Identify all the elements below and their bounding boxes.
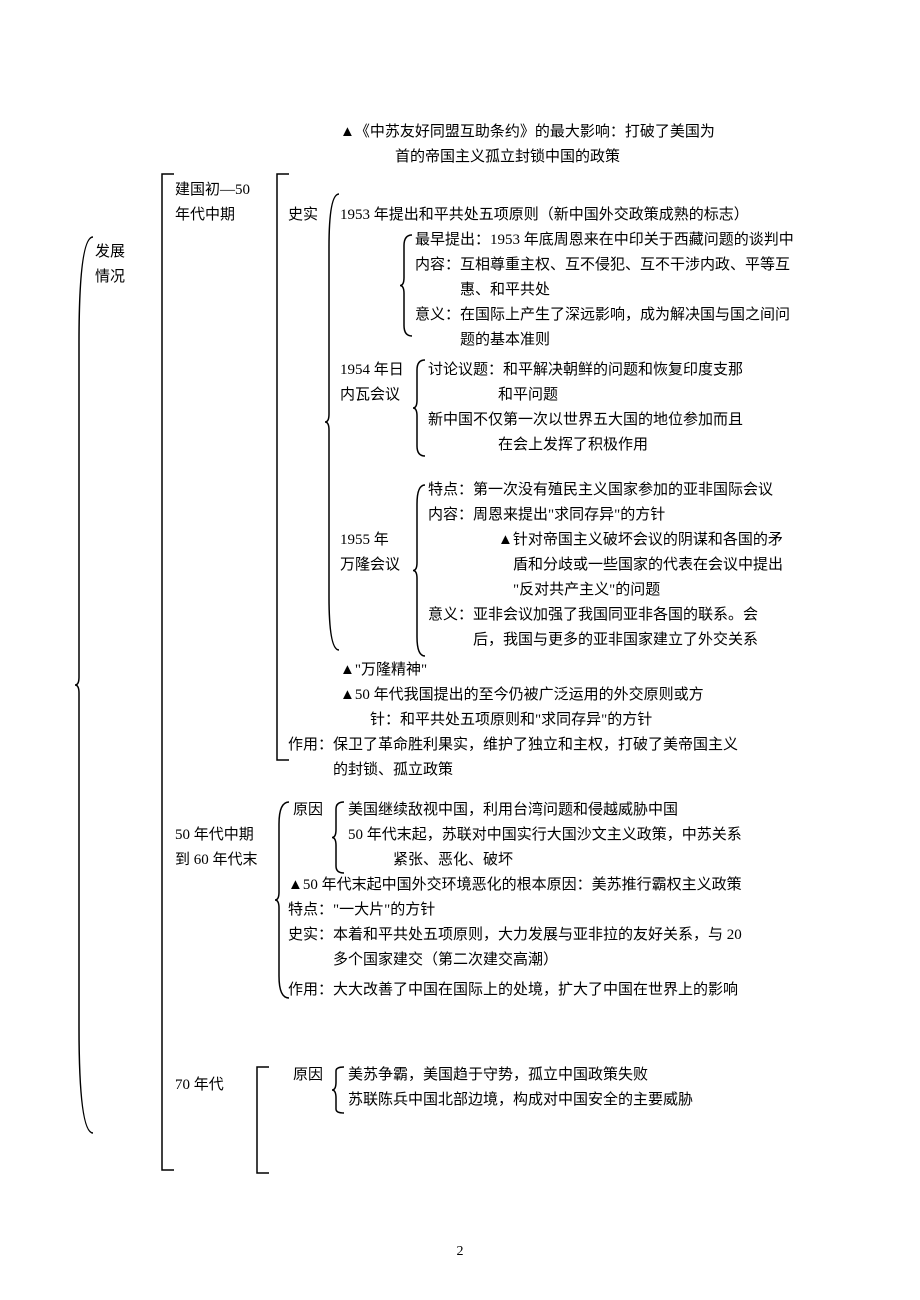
text-c1955_yiyi_l2: 后，我国与更多的亚非国家建立了外交关系 [473, 628, 758, 652]
text-root_l2: 情况 [95, 265, 125, 289]
text-yiyi_l1: 意义：在国际上产生了深远影响，成为解决国与国之间问 [415, 303, 790, 327]
text-wanlong_spirit: ▲"万隆精神" [340, 658, 427, 682]
text-period2_l2: 到 60 年代末 [175, 848, 258, 872]
text-p2_note: ▲50 年代末起中国外交环境恶化的根本原因：美苏推行霸权主义政策 [288, 873, 742, 897]
bracket-2 [273, 172, 291, 762]
text-neirong_l2: 惠、和平共处 [460, 278, 550, 302]
bracket-1 [158, 172, 176, 1172]
text-period1_l1: 建国初—50 [175, 178, 250, 202]
text-zuoyong1_l2: 的封锁、孤立政策 [333, 758, 453, 782]
text-shishi: 史实 [288, 203, 318, 227]
bracket-4 [398, 233, 414, 338]
bracket-3 [323, 192, 341, 652]
text-c1955_note_l3: "反对共产主义"的问题 [513, 578, 660, 602]
text-period2_l1: 50 年代中期 [175, 823, 254, 847]
text-p2_shishi_l2: 多个国家建交（第二次建交高潮） [333, 948, 558, 972]
text-c1955_note_l2: 盾和分歧或一些国家的代表在会议中提出 [513, 553, 783, 577]
bracket-10 [330, 1065, 346, 1115]
text-c1955_yiyi_l1: 意义：亚非会议加强了我国同亚非各国的联系。会 [428, 603, 758, 627]
text-yiyi_l2: 题的基本准则 [460, 328, 550, 352]
text-zuoyong1_l1: 作用：保卫了革命胜利果实，维护了独立和主权，打破了美帝国主义 [288, 733, 738, 757]
text-p2_zuoyong: 作用：大大改善了中国在国际上的处境，扩大了中国在世界上的影响 [288, 978, 738, 1002]
text-yuanyin3: 原因 [293, 1063, 323, 1087]
text-root_l1: 发展 [95, 240, 125, 264]
text-top_note_l1: ▲《中苏友好同盟互助条约》的最大影响：打破了美国为 [340, 120, 715, 144]
text-period3: 70 年代 [175, 1073, 224, 1097]
text-c1955_note_l1: ▲针对帝国主义破坏会议的阴谋和各国的矛 [498, 528, 783, 552]
text-note_50s_l2: 针：和平共处五项原则和"求同存异"的方针 [370, 708, 652, 732]
text-neirong_l1: 内容：互相尊重主权、互不侵犯、互不干涉内政、平等互 [415, 253, 790, 277]
text-c1955_l2: 万隆会议 [340, 553, 400, 577]
text-c1954_l2: 内瓦会议 [340, 383, 400, 407]
text-shishi_1953: 1953 年提出和平共处五项原则（新中国外交政策成熟的标志） [340, 203, 749, 227]
bracket-5 [411, 358, 427, 458]
text-yuanyin2: 原因 [293, 798, 323, 822]
text-c1955_l1: 1955 年 [340, 528, 389, 552]
bracket-8 [330, 800, 346, 875]
page-number: 2 [0, 1244, 920, 1260]
bracket-0 [73, 235, 95, 1135]
text-top_note_l2: 首的帝国主义孤立封锁中国的政策 [395, 145, 620, 169]
text-c1955_tedian: 特点：第一次没有殖民主义国家参加的亚非国际会议 [428, 478, 773, 502]
text-p2_tedian: 特点："一大片"的方针 [288, 898, 435, 922]
text-c1954_d1_l2: 和平问题 [498, 383, 558, 407]
bracket-6 [411, 483, 427, 658]
text-p3_y1: 美苏争霸，美国趋于守势，孤立中国政策失败 [348, 1063, 648, 1087]
text-note_50s_l1: ▲50 年代我国提出的至今仍被广泛运用的外交原则或方 [340, 683, 704, 707]
text-c1954_l1: 1954 年日 [340, 358, 404, 382]
text-p2_y1: 美国继续敌视中国，利用台湾问题和侵越威胁中国 [348, 798, 678, 822]
text-zui_zao: 最早提出：1953 年底周恩来在中印关于西藏问题的谈判中 [415, 228, 794, 252]
text-p2_y2_l2: 紧张、恶化、破坏 [393, 848, 513, 872]
text-p2_shishi_l1: 史实：本着和平共处五项原则，大力发展与亚非拉的友好关系，与 20 [288, 923, 742, 947]
bracket-9 [253, 1065, 271, 1175]
text-c1954_d1_l1: 讨论议题：和平解决朝鲜的问题和恢复印度支那 [428, 358, 743, 382]
text-p3_y2: 苏联陈兵中国北部边境，构成对中国安全的主要威胁 [348, 1088, 693, 1112]
text-c1954_d2_l1: 新中国不仅第一次以世界五大国的地位参加而且 [428, 408, 743, 432]
text-p2_y2_l1: 50 年代末起，苏联对中国实行大国沙文主义政策，中苏关系 [348, 823, 742, 847]
text-c1955_neirong: 内容：周恩来提出"求同存异"的方针 [428, 503, 665, 527]
text-c1954_d2_l2: 在会上发挥了积极作用 [498, 433, 648, 457]
text-period1_l2: 年代中期 [175, 203, 235, 227]
